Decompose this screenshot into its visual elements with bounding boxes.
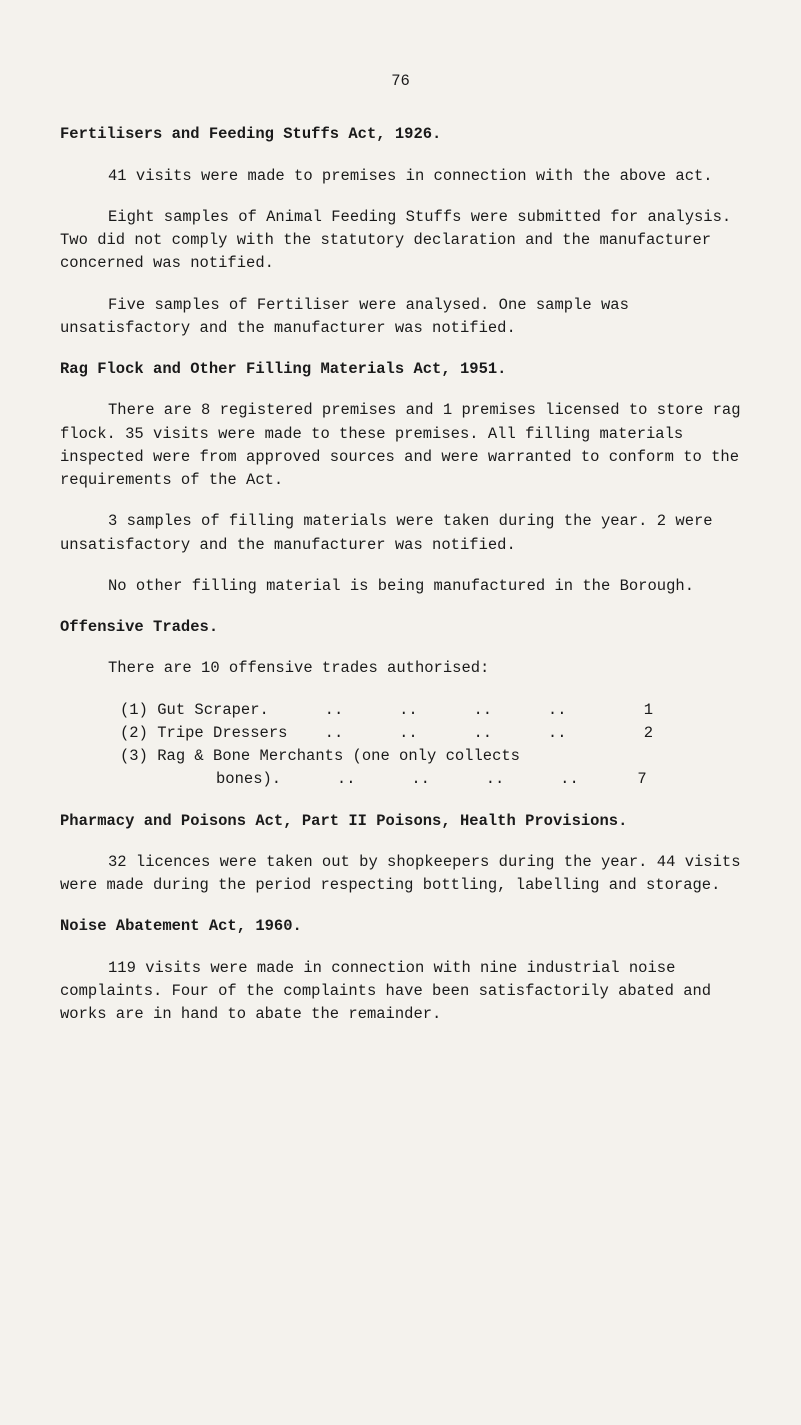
- item-label-cont: bones).: [216, 768, 281, 791]
- heading-ragflock: Rag Flock and Other Filling Materials Ac…: [60, 358, 741, 381]
- para-ragflock-3: No other filling material is being manuf…: [60, 575, 741, 598]
- item-num: (1): [120, 699, 148, 722]
- item-num: (2): [120, 722, 148, 745]
- para-fertilisers-2: Eight samples of Animal Feeding Stuffs w…: [60, 206, 741, 276]
- item-label: Rag & Bone Merchants (one only collects: [157, 745, 520, 768]
- document-page: 76 Fertilisers and Feeding Stuffs Act, 1…: [0, 0, 801, 1104]
- item-count: 7: [607, 768, 647, 791]
- item-label: Tripe Dressers: [157, 722, 287, 745]
- heading-fertilisers: Fertilisers and Feeding Stuffs Act, 1926…: [60, 123, 741, 146]
- list-item: (1) Gut Scraper. .. .. .. .. 1: [120, 699, 741, 722]
- list-item-continuation: bones). .. .. .. .. 7: [216, 768, 741, 791]
- offensive-trades-list: (1) Gut Scraper. .. .. .. .. 1 (2) Tripe…: [120, 699, 741, 792]
- item-label: Gut Scraper.: [157, 699, 269, 722]
- heading-noise: Noise Abatement Act, 1960.: [60, 915, 741, 938]
- heading-pharmacy: Pharmacy and Poisons Act, Part II Poison…: [60, 810, 741, 833]
- para-pharmacy-1: 32 licences were taken out by shopkeeper…: [60, 851, 741, 898]
- item-num: (3): [120, 745, 148, 768]
- item-count: 2: [613, 722, 653, 745]
- para-fertilisers-1: 41 visits were made to premises in conne…: [60, 165, 741, 188]
- item-count: 1: [613, 699, 653, 722]
- para-ragflock-2: 3 samples of filling materials were take…: [60, 510, 741, 557]
- para-fertilisers-3: Five samples of Fertiliser were analysed…: [60, 294, 741, 341]
- heading-offensive: Offensive Trades.: [60, 616, 741, 639]
- para-ragflock-1: There are 8 registered premises and 1 pr…: [60, 399, 741, 492]
- list-item: (3) Rag & Bone Merchants (one only colle…: [120, 745, 741, 768]
- para-offensive-intro: There are 10 offensive trades authorised…: [60, 657, 741, 680]
- para-noise-1: 119 visits were made in connection with …: [60, 957, 741, 1027]
- page-number: 76: [60, 70, 741, 93]
- list-item: (2) Tripe Dressers .. .. .. .. 2: [120, 722, 741, 745]
